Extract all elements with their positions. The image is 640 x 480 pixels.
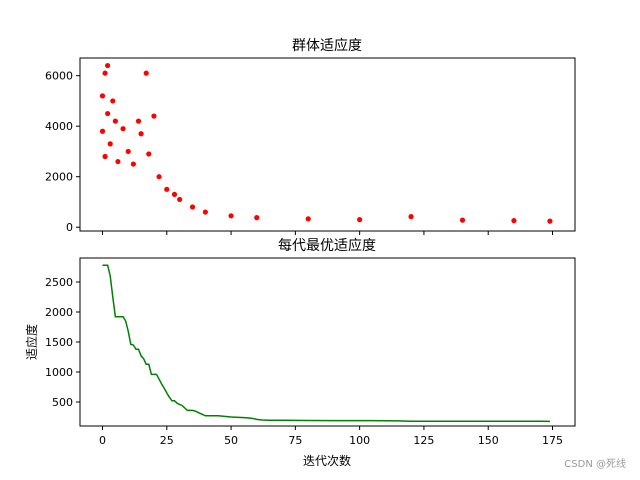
- scatter-point-26: [305, 216, 311, 222]
- scatter-y-tick-label-2: 4000: [45, 120, 73, 133]
- line-subplot: 每代最优适应度 500 1000 1500 2000 2500 0 25 50 75 100 12…: [24, 237, 576, 468]
- line-x-tick-label-5: 125: [413, 434, 434, 447]
- line-y-tick-label-2: 1500: [45, 336, 73, 349]
- scatter-point-22: [189, 204, 196, 210]
- scatter-point-5: [105, 110, 111, 117]
- scatter-point-14: [138, 131, 144, 137]
- scatter-point-20: [171, 191, 178, 197]
- scatter-title: 群体适应度: [292, 37, 362, 54]
- scatter-axes-frame: [79, 57, 576, 232]
- scatter-point-11: [125, 148, 131, 155]
- scatter-point-9: [115, 158, 121, 165]
- line-x-tick-label-2: 50: [224, 434, 238, 447]
- scatter-point-18: [156, 174, 162, 180]
- line-x-tick-label-1: 25: [160, 434, 174, 447]
- line-y-tick-label-4: 2500: [45, 276, 73, 289]
- line-title: 每代最优适应度: [278, 237, 376, 254]
- scatter-point-27: [357, 217, 363, 223]
- line-x-ticks: 0 25 50 75 100 125 150 175: [99, 426, 563, 447]
- scatter-point-10: [120, 126, 126, 132]
- scatter-subplot: 群体适应度 0 2000 4000 6000: [45, 37, 576, 235]
- scatter-point-29: [459, 217, 466, 223]
- scatter-point-25: [254, 215, 260, 221]
- scatter-point-17: [151, 113, 157, 119]
- line-y-tick-label-3: 2000: [45, 306, 73, 319]
- scatter-y-tick-label-1: 2000: [45, 171, 73, 184]
- scatter-y-ticks: 0 2000 4000 6000: [45, 70, 80, 234]
- scatter-point-13: [135, 118, 142, 124]
- line-y-tick-label-0: 500: [52, 396, 73, 409]
- line-x-label: 迭代次数: [303, 453, 351, 468]
- scatter-point-31: [547, 218, 553, 224]
- scatter-point-21: [177, 196, 183, 203]
- scatter-point-2: [102, 70, 108, 76]
- scatter-point-30: [511, 218, 517, 224]
- scatter-point-0: [99, 128, 106, 134]
- scatter-point-24: [228, 213, 234, 219]
- scatter-point-3: [102, 153, 108, 160]
- scatter-point-28: [408, 214, 414, 220]
- scatter-y-tick-label-0: 0: [66, 221, 73, 234]
- line-y-ticks: 500 1000 1500 2000 2500: [45, 276, 80, 409]
- line-axes-frame: [79, 257, 576, 427]
- scatter-point-6: [107, 141, 113, 147]
- line-x-tick-label-3: 75: [288, 434, 302, 447]
- watermark: CSDN @死线: [564, 459, 626, 470]
- scatter-x-ticks: [102, 231, 553, 235]
- scatter-point-15: [143, 70, 149, 76]
- line-x-tick-label-4: 100: [349, 434, 370, 447]
- line-x-tick-label-0: 0: [99, 434, 106, 447]
- line-y-tick-label-1: 1000: [45, 366, 73, 379]
- scatter-point-19: [164, 186, 170, 192]
- scatter-y-tick-label-3: 6000: [45, 70, 73, 83]
- scatter-point-23: [202, 209, 208, 215]
- scatter-point-4: [105, 62, 111, 69]
- scatter-point-1: [99, 93, 106, 99]
- line-x-tick-label-7: 175: [542, 434, 563, 447]
- best-fitness-line: [102, 264, 550, 423]
- scatter-point-12: [130, 161, 136, 167]
- line-x-tick-label-6: 150: [478, 434, 499, 447]
- scatter-points: [99, 62, 553, 224]
- scatter-point-7: [110, 98, 116, 104]
- scatter-point-8: [112, 118, 118, 124]
- scatter-point-16: [146, 151, 152, 157]
- line-y-label: 适应度: [24, 324, 39, 360]
